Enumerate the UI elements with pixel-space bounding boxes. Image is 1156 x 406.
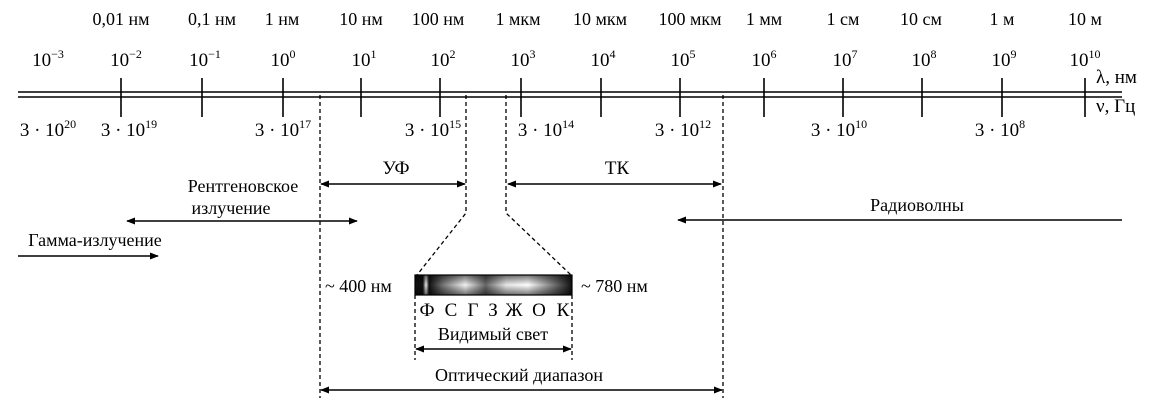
optical-range-label: Оптический диапазон	[435, 365, 603, 385]
freq-tick-label: 3 · 1017	[255, 117, 311, 141]
freq-tick-label: 3 · 1014	[518, 117, 574, 141]
scale-axis	[18, 91, 1122, 98]
visible-left-bound: ~ 400 нм	[325, 276, 392, 296]
unit-label: 0,1 нм	[188, 9, 236, 29]
lambda-tick-label: 102	[431, 47, 456, 71]
color-letter: Ж	[505, 300, 523, 321]
lambda-tick-label: 108	[912, 47, 937, 71]
freq-tick-label: 3 · 1019	[101, 117, 157, 141]
unit-label: 10 м	[1068, 9, 1102, 29]
unit-label: 1 м	[990, 9, 1015, 29]
radio-label: Радиоволны	[870, 195, 964, 215]
lambda-tick-label: 10−1	[189, 47, 221, 71]
freq-tick-label: 3 · 1010	[811, 117, 867, 141]
ir-label: ТК	[605, 158, 630, 179]
lambda-tick-label: 107	[833, 47, 858, 71]
xray-label: Рентгеновское	[188, 176, 298, 196]
unit-label: 1 см	[827, 9, 860, 29]
lambda-tick-label: 103	[511, 47, 536, 71]
color-letter: Ф	[419, 300, 434, 321]
lambda-tick-label: 10−3	[32, 47, 64, 71]
unit-label: 1 мм	[746, 9, 782, 29]
lambda-tick-label: 1010	[1070, 47, 1101, 71]
freq-tick-label: 3 · 108	[975, 117, 1025, 141]
lambda-tick-label: 101	[352, 47, 377, 71]
lambda-tick-label: 109	[992, 47, 1017, 71]
unit-label: 10 мкм	[573, 9, 627, 29]
unit-label: 1 нм	[265, 9, 300, 29]
freq-tick-label: 3 · 1015	[405, 117, 461, 141]
wavelength-power-labels: 10−3 10−2 10−1 100 101 102 103 104 105 1…	[32, 47, 1100, 71]
nu-axis-label: ν, Гц	[1096, 96, 1135, 117]
lambda-axis-label: λ, нм	[1096, 67, 1137, 88]
region-arrows	[18, 180, 1122, 394]
unit-label: 10 см	[900, 9, 942, 29]
xray-label-2: излучение	[191, 198, 270, 218]
gamma-label: Гамма-излучение	[28, 230, 162, 250]
visible-right-bound: ~ 780 нм	[581, 276, 648, 296]
color-letter: К	[557, 300, 570, 321]
unit-label: 100 нм	[412, 9, 465, 29]
unit-label: 100 мкм	[658, 9, 721, 29]
axis-ticks	[120, 78, 1086, 117]
color-letter: О	[532, 300, 546, 321]
unit-label: 0,01 нм	[92, 9, 149, 29]
unit-label: 1 мкм	[495, 9, 540, 29]
freq-tick-label: 3 · 1012	[655, 117, 711, 141]
uv-label: УФ	[382, 158, 409, 179]
color-letter: Г	[468, 300, 479, 321]
freq-tick-label: 3 · 1020	[20, 117, 76, 141]
lambda-tick-label: 100	[271, 47, 296, 71]
lambda-tick-label: 106	[752, 47, 777, 71]
frequency-labels: 3 · 1020 3 · 1019 3 · 1017 3 · 1015 3 · …	[20, 117, 1025, 141]
color-letter: З	[488, 300, 498, 321]
lambda-tick-label: 104	[591, 47, 616, 71]
lambda-tick-label: 105	[671, 47, 696, 71]
dashed-guides	[319, 95, 724, 398]
visible-light-label: Видимый свет	[438, 324, 548, 344]
visible-spectrum-strip	[414, 274, 573, 296]
unit-label: 10 нм	[339, 9, 383, 29]
color-letter: С	[445, 300, 458, 321]
lambda-tick-label: 10−2	[110, 47, 142, 71]
color-letters: Ф С Г З Ж О К	[419, 300, 569, 321]
wavelength-unit-labels: 0,01 нм 0,1 нм 1 нм 10 нм 100 нм 1 мкм 1…	[92, 9, 1101, 29]
